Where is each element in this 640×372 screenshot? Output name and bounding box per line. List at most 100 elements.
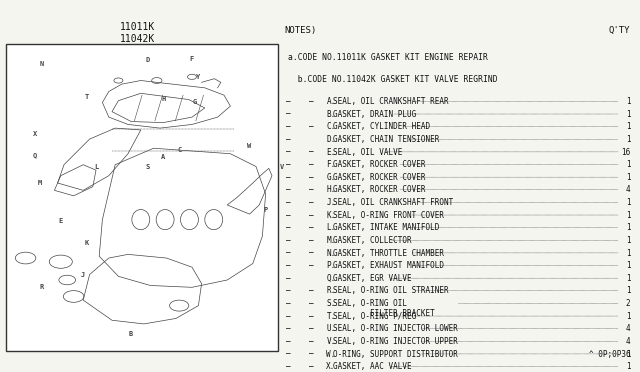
Text: W: W [248,143,252,150]
Text: 1: 1 [626,350,630,359]
Text: SEAL, O-RING INJECTOR LOWER: SEAL, O-RING INJECTOR LOWER [333,324,458,333]
Text: 1: 1 [626,135,630,144]
Text: E: E [59,218,63,224]
Text: G: G [193,99,197,106]
Text: —: — [309,173,314,182]
Text: —: — [286,312,291,321]
Text: NOTES): NOTES) [285,26,317,35]
Text: —: — [309,362,314,371]
Text: 1: 1 [626,312,630,321]
Text: —: — [286,350,291,359]
Text: A: A [161,154,165,160]
Text: SEAL, OIL CRANKSHAFT REAR: SEAL, OIL CRANKSHAFT REAR [333,97,449,106]
Text: —: — [286,148,291,157]
Text: —: — [286,198,291,207]
Text: 4: 4 [626,185,630,195]
Text: K: K [84,240,88,246]
Text: Y: Y [196,74,200,80]
Text: H: H [161,96,165,102]
Text: SEAL, O-RING OIL STRAINER: SEAL, O-RING OIL STRAINER [333,286,449,295]
Text: V: V [280,164,284,170]
Text: 2: 2 [626,299,630,308]
Text: SEAL, O-RING OIL
        FILTER BRACKET: SEAL, O-RING OIL FILTER BRACKET [333,299,435,318]
Text: a.CODE NO.11011K GASKET KIT ENGINE REPAIR: a.CODE NO.11011K GASKET KIT ENGINE REPAI… [288,53,488,62]
Text: N.: N. [326,248,335,257]
Text: SEAL, O-RING P/REG: SEAL, O-RING P/REG [333,312,416,321]
Text: P.: P. [326,261,335,270]
Text: —: — [286,110,291,119]
Text: S: S [145,164,149,170]
Text: —: — [309,286,314,295]
Text: B.: B. [326,110,335,119]
Text: 1: 1 [626,97,630,106]
Text: L: L [94,164,98,170]
Text: H.: H. [326,185,335,195]
Text: —: — [309,324,314,333]
Text: SEAL, OIL CRANKSHAFT FRONT: SEAL, OIL CRANKSHAFT FRONT [333,198,453,207]
Text: —: — [309,248,314,257]
Text: 1: 1 [626,274,630,283]
Text: B: B [129,331,133,337]
Text: GASKET, CYLINDER HEAD: GASKET, CYLINDER HEAD [333,122,430,131]
Text: J: J [81,272,85,278]
Text: 1: 1 [626,362,630,371]
Text: 1: 1 [626,286,630,295]
Text: O-RING, SUPPORT DISTRIBUTOR: O-RING, SUPPORT DISTRIBUTOR [333,350,458,359]
Text: E.: E. [326,148,335,157]
Text: GASKET, EGR VALVE: GASKET, EGR VALVE [333,274,412,283]
Text: ^ 0P;0P36: ^ 0P;0P36 [589,350,630,359]
Text: —: — [286,173,291,182]
Text: 1: 1 [626,173,630,182]
Text: T.: T. [326,312,335,321]
Text: G.: G. [326,173,335,182]
Text: GASKET, THROTTLE CHAMBER: GASKET, THROTTLE CHAMBER [333,248,444,257]
Text: —: — [286,97,291,106]
Text: —: — [309,299,314,308]
Text: —: — [309,223,314,232]
Text: GASKET, CHAIN TENSIONER: GASKET, CHAIN TENSIONER [333,135,439,144]
Text: —: — [286,185,291,195]
Text: —: — [309,97,314,106]
Text: C.: C. [326,122,335,131]
Text: S.: S. [326,299,335,308]
Text: SEAL, OIL VALVE: SEAL, OIL VALVE [333,148,402,157]
Text: —: — [286,223,291,232]
Text: A.: A. [326,97,335,106]
Text: V.: V. [326,337,335,346]
Text: 1: 1 [626,223,630,232]
Text: 1: 1 [626,211,630,219]
Text: GASKET, INTAKE MANIFOLD: GASKET, INTAKE MANIFOLD [333,223,439,232]
Text: —: — [309,261,314,270]
Text: T: T [84,94,88,100]
Text: —: — [309,350,314,359]
Text: W.: W. [326,350,335,359]
Text: 1: 1 [626,160,630,169]
Text: Q: Q [33,153,37,158]
Text: U.: U. [326,324,335,333]
Text: 1: 1 [626,198,630,207]
Text: —: — [309,148,314,157]
Text: R.: R. [326,286,335,295]
Text: —: — [286,236,291,245]
Text: —: — [286,274,291,283]
Text: GASKET, ROCKER COVER: GASKET, ROCKER COVER [333,185,426,195]
Text: J.: J. [326,198,335,207]
Text: F.: F. [326,160,335,169]
Text: GASKET, AAC VALVE: GASKET, AAC VALVE [333,362,412,371]
Text: Q'TY: Q'TY [609,26,630,35]
Text: 11011K
11042K: 11011K 11042K [120,22,156,44]
Text: R: R [40,284,44,290]
Text: 1: 1 [626,110,630,119]
Text: —: — [286,362,291,371]
Text: —: — [309,236,314,245]
Text: N: N [40,61,44,67]
Text: —: — [309,198,314,207]
Text: 4: 4 [626,337,630,346]
Text: P: P [264,208,268,214]
Text: —: — [309,312,314,321]
Text: SEAL, O-RING FRONT COVER: SEAL, O-RING FRONT COVER [333,211,444,219]
Text: Q.: Q. [326,274,335,283]
Text: 1: 1 [626,236,630,245]
Text: —: — [309,122,314,131]
Text: X.: X. [326,362,335,371]
